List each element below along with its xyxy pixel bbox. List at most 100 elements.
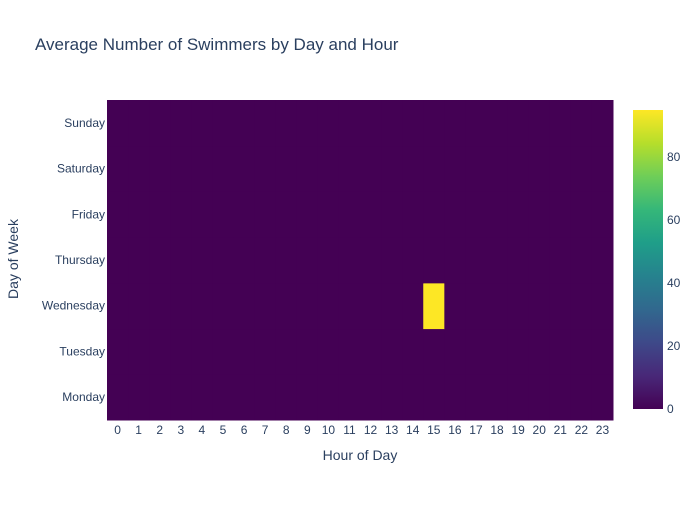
chart-title: Average Number of Swimmers by Day and Ho…: [35, 35, 399, 54]
heatmap-cell: [191, 237, 213, 284]
heatmap-cell: [170, 191, 192, 238]
heatmap-cell: [549, 145, 572, 192]
heatmap-cell: [486, 191, 509, 238]
x-tick-label: 7: [262, 423, 269, 437]
heatmap-cell: [507, 374, 530, 421]
heatmap-cell: [191, 328, 213, 375]
heatmap-cell: [212, 374, 234, 421]
heatmap-cell: [444, 328, 466, 375]
heatmap-cell: [465, 328, 487, 375]
heatmap-cell: [254, 145, 277, 192]
heatmap-cell: [423, 282, 445, 330]
y-tick-label: Sunday: [64, 116, 105, 130]
heatmap-cell: [233, 374, 256, 421]
heatmap-cell: [191, 282, 213, 330]
heatmap-cell: [317, 145, 340, 192]
heatmap-cell: [338, 237, 361, 284]
heatmap-cell: [591, 100, 614, 147]
colorbar-tick-label: 0: [667, 402, 674, 416]
x-tick-label: 19: [511, 423, 525, 437]
heatmap-cell: [444, 145, 466, 192]
heatmap-cell: [296, 328, 319, 375]
heatmap-cell: [507, 100, 530, 147]
colorbar-tick-label: 40: [667, 276, 681, 290]
heatmap-cell: [254, 328, 277, 375]
heatmap-cell: [128, 328, 150, 375]
heatmap-cell: [212, 328, 234, 375]
heatmap-cell: [549, 100, 572, 147]
colorbar-tick-label: 20: [667, 339, 681, 353]
y-axis-title: Day of Week: [5, 218, 21, 299]
heatmap-cell: [149, 237, 171, 284]
heatmap-cell: [360, 191, 382, 238]
x-tick-label: 6: [241, 423, 248, 437]
x-tick-label: 1: [135, 423, 142, 437]
heatmap-cell: [128, 191, 150, 238]
heatmap-cell: [465, 282, 487, 330]
heatmap-cell: [149, 328, 171, 375]
heatmap-cell: [191, 191, 213, 238]
heatmap-cell: [233, 191, 256, 238]
heatmap-cell: [591, 145, 614, 192]
x-tick-label: 11: [343, 423, 356, 437]
heatmap-cell: [296, 100, 319, 147]
heatmap-cell: [149, 282, 171, 330]
colorbar-tick-label: 60: [667, 213, 681, 227]
heatmap-cell: [444, 282, 466, 330]
heatmap-cell: [444, 374, 466, 421]
heatmap-cell: [170, 328, 192, 375]
heatmap-cell: [591, 374, 614, 421]
heatmap-cell: [507, 282, 530, 330]
heatmap-cell: [212, 100, 234, 147]
heatmap-cell: [360, 237, 382, 284]
heatmap-cell: [381, 328, 403, 375]
y-tick-label: Saturday: [57, 162, 105, 176]
y-tick-label: Thursday: [55, 253, 105, 267]
heatmap-cell: [444, 191, 466, 238]
x-tick-label: 23: [596, 423, 610, 437]
x-tick-label: 3: [177, 423, 184, 437]
heatmap-cell: [254, 191, 277, 238]
heatmap-cell: [528, 374, 551, 421]
heatmap-cell: [570, 282, 593, 330]
heatmap-cell: [149, 145, 171, 192]
heatmap-cell: [486, 328, 509, 375]
heatmap-cell: [233, 237, 256, 284]
heatmap-cell: [275, 237, 298, 284]
heatmap-cell: [360, 328, 382, 375]
heatmap-cell: [317, 237, 340, 284]
heatmap-cell: [233, 282, 256, 330]
y-tick-label: Tuesday: [59, 344, 105, 358]
x-tick-label: 9: [304, 423, 311, 437]
heatmap-cell: [570, 328, 593, 375]
x-tick-label: 15: [427, 423, 441, 437]
heatmap-cell: [528, 237, 551, 284]
heatmap-cell: [570, 191, 593, 238]
heatmap-cell: [591, 282, 614, 330]
heatmap-cell: [107, 145, 129, 192]
heatmap-cell: [591, 328, 614, 375]
heatmap-cell: [170, 145, 192, 192]
x-tick-label: 0: [114, 423, 121, 437]
heatmap-cell: [212, 237, 234, 284]
heatmap-cell: [212, 145, 234, 192]
heatmap-cell: [465, 145, 487, 192]
heatmap-cell: [338, 191, 361, 238]
heatmap-cell: [233, 100, 256, 147]
heatmap-cell: [402, 328, 424, 375]
y-tick-label: Wednesday: [42, 299, 105, 313]
heatmap-cell: [296, 374, 319, 421]
x-tick-label: 16: [448, 423, 462, 437]
heatmap-cell: [507, 191, 530, 238]
heatmap-cell: [402, 100, 424, 147]
heatmap-cell: [296, 282, 319, 330]
x-tick-label: 21: [554, 423, 568, 437]
heatmap-cell: [317, 374, 340, 421]
y-tick-label: Friday: [72, 207, 105, 221]
heatmap-cell: [275, 145, 298, 192]
heatmap-cell: [486, 100, 509, 147]
heatmap-cell: [338, 374, 361, 421]
heatmap-cell: [128, 237, 150, 284]
